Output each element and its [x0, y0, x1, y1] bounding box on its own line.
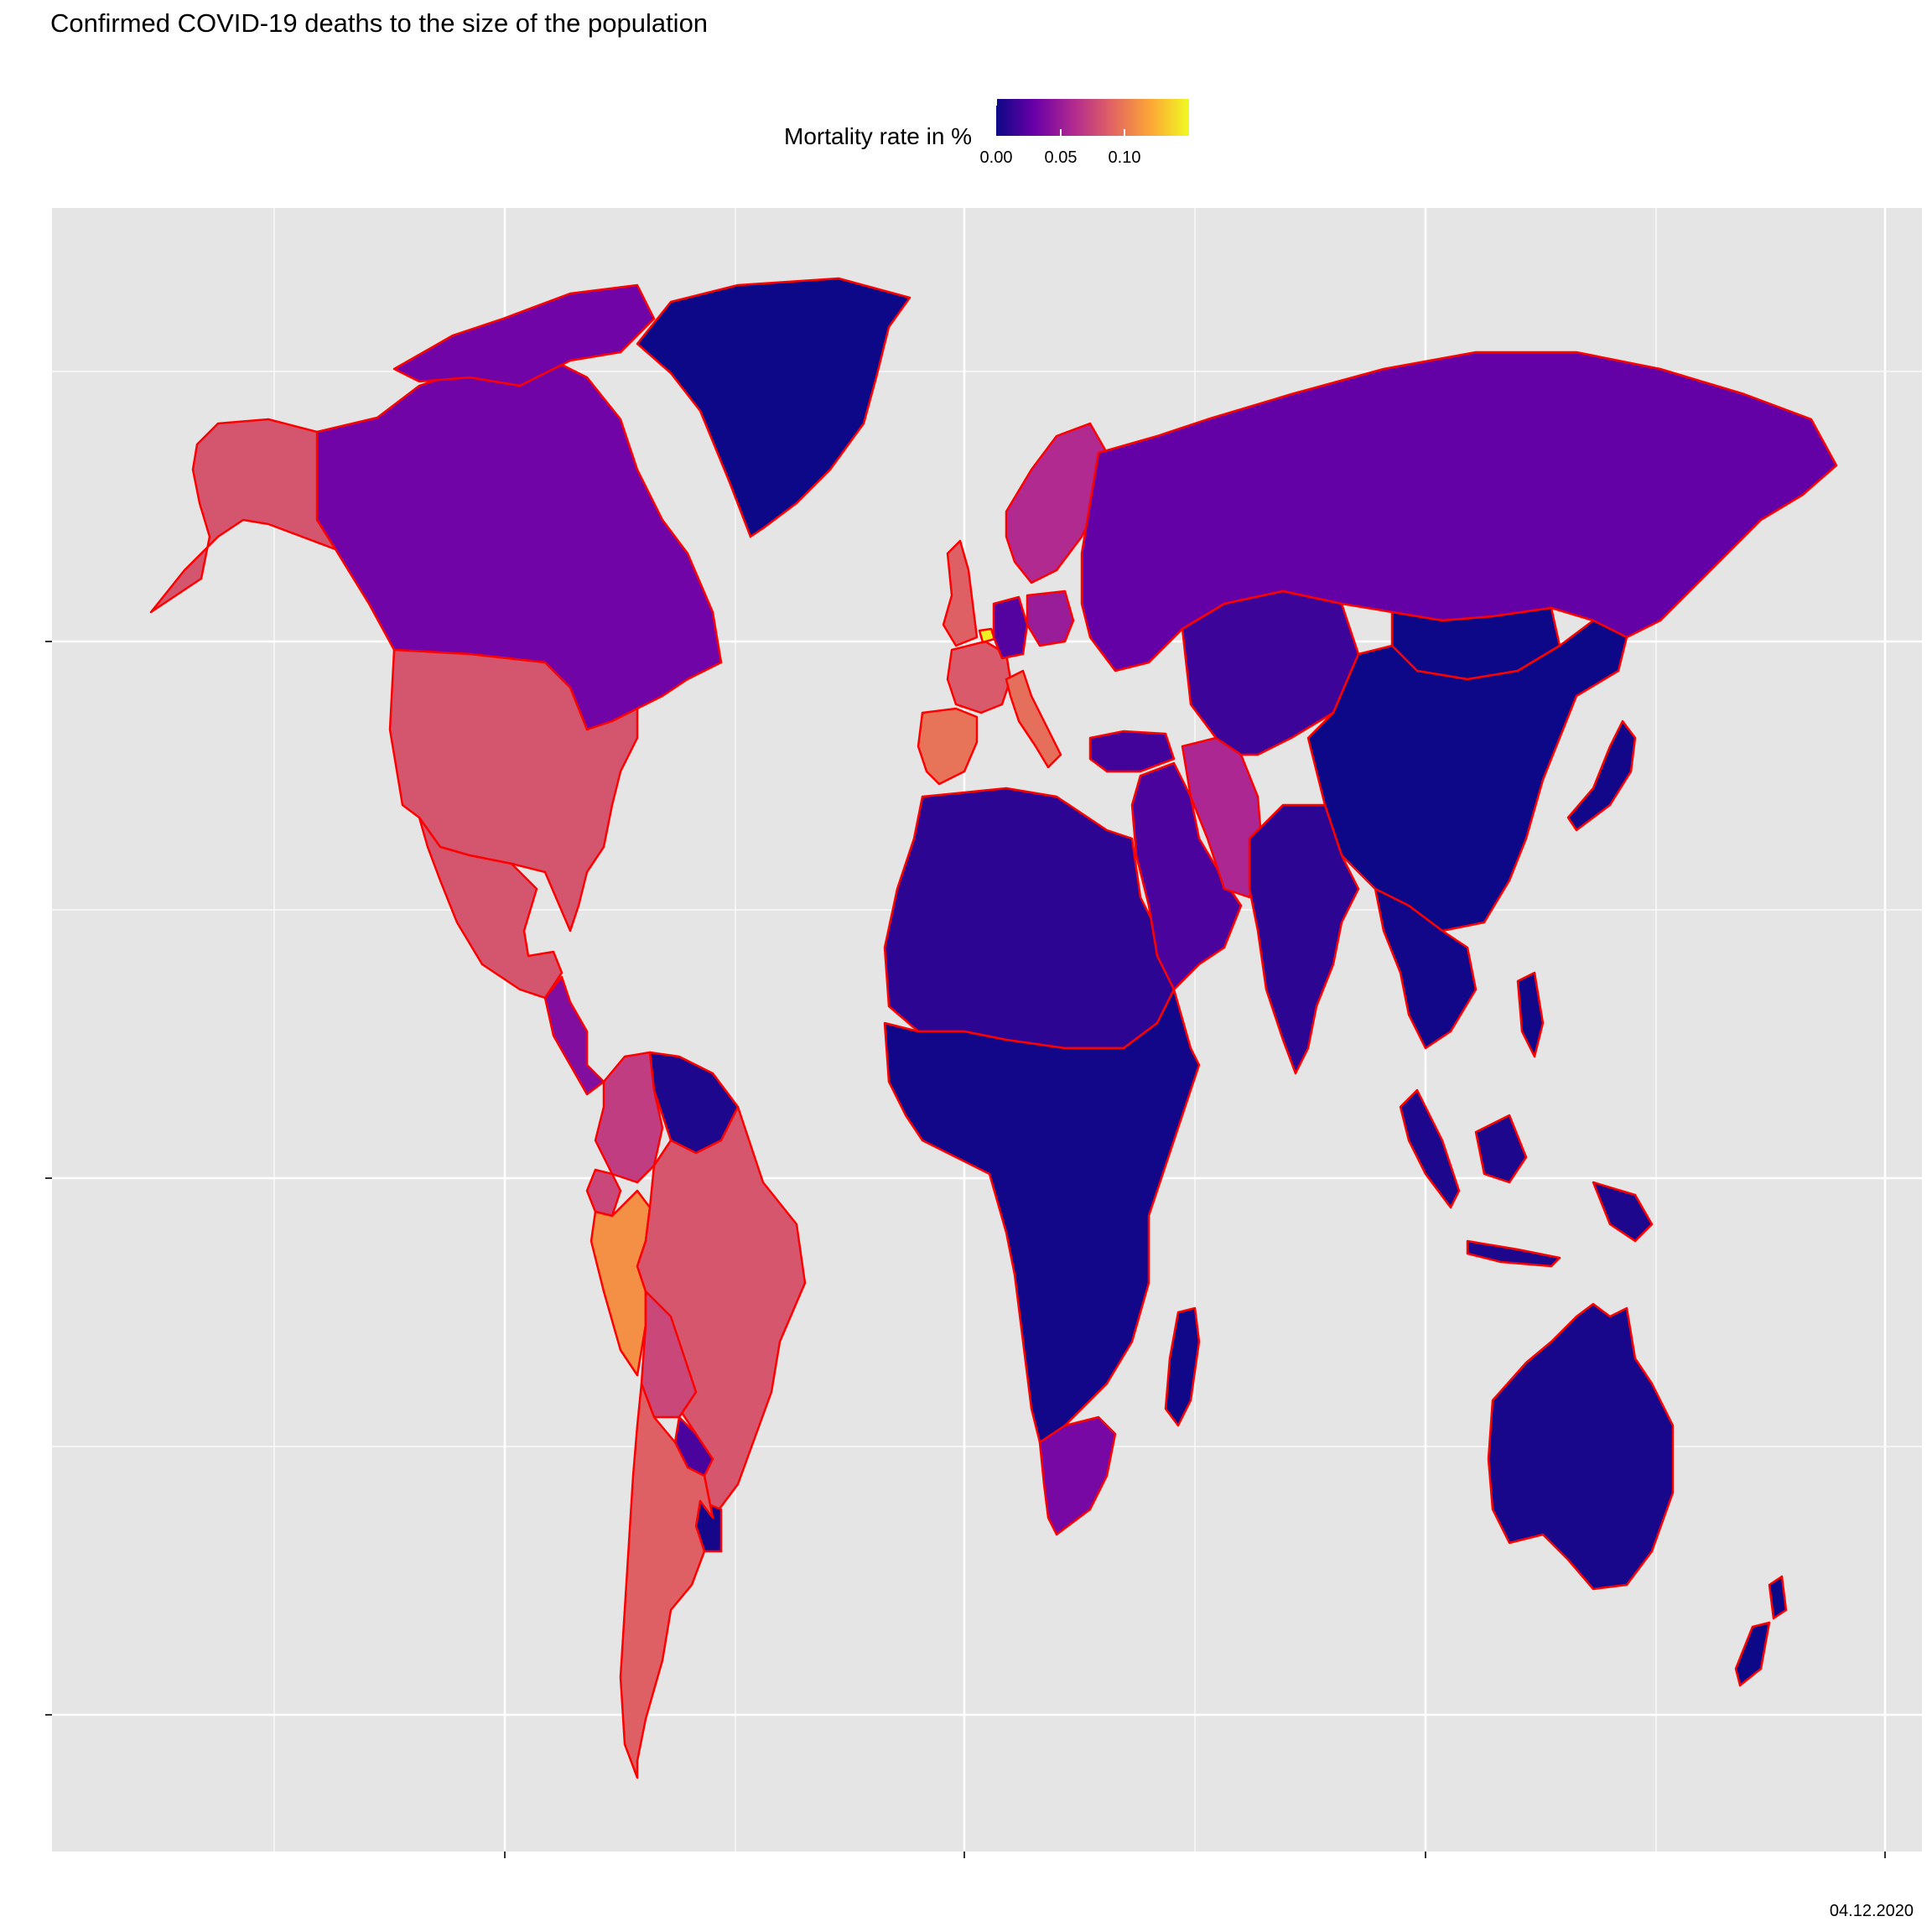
region-australia [1487, 1302, 1675, 1591]
legend-colorbar [996, 99, 1189, 136]
region-alaska [149, 418, 337, 614]
region-southeast-asia [1374, 887, 1478, 1050]
legend: Mortality rate in % 0.00 0.05 0.10 [784, 96, 1220, 172]
region-indonesia [1399, 1088, 1654, 1268]
region-new-zealand [1734, 1575, 1788, 1687]
region-france [946, 640, 1012, 714]
region-brazil [636, 1105, 807, 1519]
region-italy [1005, 669, 1062, 769]
axis-ticks [45, 641, 1886, 1858]
region-belgium [978, 627, 996, 644]
region-south-africa [1038, 1415, 1117, 1536]
region-uk [942, 539, 979, 647]
region-spain [917, 707, 979, 786]
region-kazakhstan-central-asia [1181, 589, 1360, 756]
region-canada-arctic-islands [392, 283, 656, 387]
region-sub-saharan-africa [883, 988, 1201, 1444]
region-mexico [418, 816, 564, 1000]
country-regions [149, 277, 1838, 1779]
region-central-america [543, 975, 605, 1096]
legend-tick-label: 0.05 [1044, 148, 1078, 167]
legend-tick-label: 0.00 [979, 148, 1013, 167]
region-greenland [636, 277, 911, 538]
region-philippines [1516, 971, 1545, 1058]
region-india [1248, 803, 1360, 1075]
legend-colorbar-fill [996, 99, 1189, 136]
region-middle-east [1130, 761, 1243, 991]
region-germany [992, 595, 1029, 660]
region-madagascar [1164, 1306, 1201, 1427]
region-argentina-chile [619, 1382, 714, 1779]
region-turkey [1088, 730, 1176, 773]
chart-title: Confirmed COVID-19 deaths to the size of… [50, 8, 709, 38]
date-caption: 04.12.2020 [1829, 1902, 1914, 1920]
legend-title: Mortality rate in % [784, 123, 973, 149]
legend-tick-label: 0.10 [1108, 148, 1141, 167]
region-japan [1566, 719, 1637, 832]
region-poland [1026, 589, 1075, 647]
